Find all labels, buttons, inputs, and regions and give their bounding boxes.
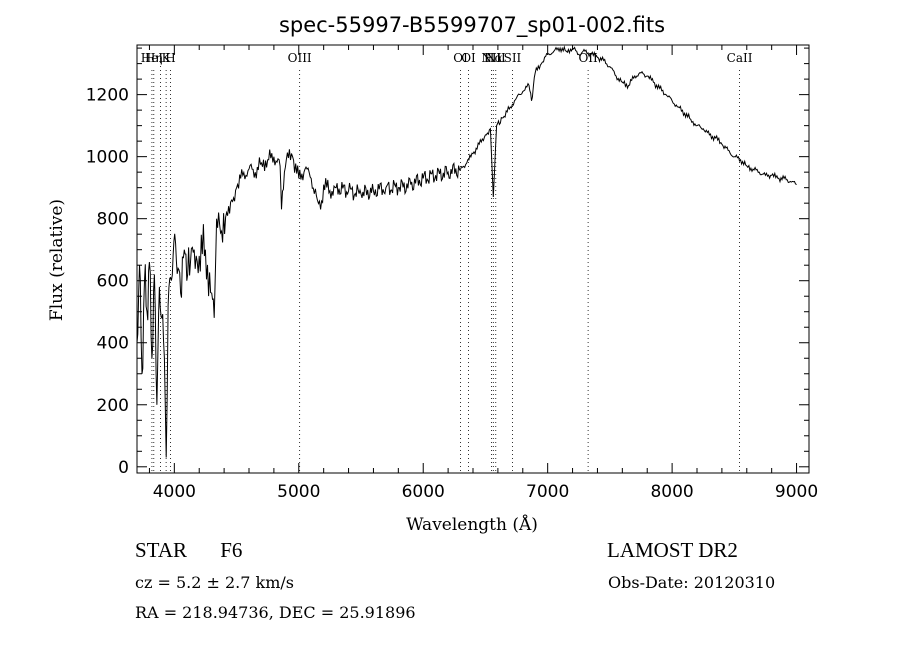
line-label: OI: [453, 51, 468, 65]
line-label: Hη: [145, 51, 163, 65]
line-label: OI: [461, 51, 476, 65]
redshift-text: cz = 5.2 ± 2.7 km/s: [135, 573, 294, 592]
line-label: OIII: [288, 51, 312, 65]
survey-name: LAMOST DR2: [607, 538, 738, 562]
y-tick-label: 0: [118, 458, 129, 478]
y-axis-label: Flux (relative): [47, 199, 67, 321]
line-label: SII: [504, 51, 522, 65]
object-class: STAR: [135, 538, 187, 562]
line-label: Hα: [484, 51, 503, 65]
line-label: HeI: [141, 51, 164, 65]
x-tick-label: 7000: [526, 482, 569, 502]
object-subclass: F6: [220, 538, 243, 562]
axis-ticks: 4000 5000 6000 7000 8000 9000 0 200 400 600 800 100…: [86, 45, 818, 502]
spectrum-line: [136, 45, 797, 458]
coordinates-text: RA = 218.94736, DEC = 25.91896: [135, 603, 416, 622]
x-tick-label: 8000: [650, 482, 693, 502]
x-axis-label: Wavelength (Å): [406, 514, 538, 535]
line-label: NII: [486, 51, 506, 65]
plot-frame: [136, 44, 810, 474]
line-label: CaII: [727, 51, 753, 65]
line-label: K: [162, 51, 172, 65]
line-label: NII: [481, 51, 501, 65]
y-tick-label: 600: [97, 272, 129, 292]
observation-date: Obs-Date: 20120310: [608, 573, 776, 592]
line-label: H: [165, 51, 175, 65]
x-tick-label: 4000: [153, 482, 196, 502]
y-tick-label: 1000: [86, 148, 129, 168]
y-tick-label: 1200: [86, 86, 129, 106]
x-tick-label: 9000: [775, 482, 818, 502]
x-tick-label: 6000: [402, 482, 445, 502]
y-tick-label: 200: [97, 396, 129, 416]
x-tick-label: 5000: [277, 482, 320, 502]
y-tick-label: 400: [97, 334, 129, 354]
y-tick-label: 800: [97, 210, 129, 230]
chart-title: spec-55997-B5599707_sp01-002.fits: [279, 13, 665, 38]
object-class-line: STAR F6: [135, 538, 242, 563]
